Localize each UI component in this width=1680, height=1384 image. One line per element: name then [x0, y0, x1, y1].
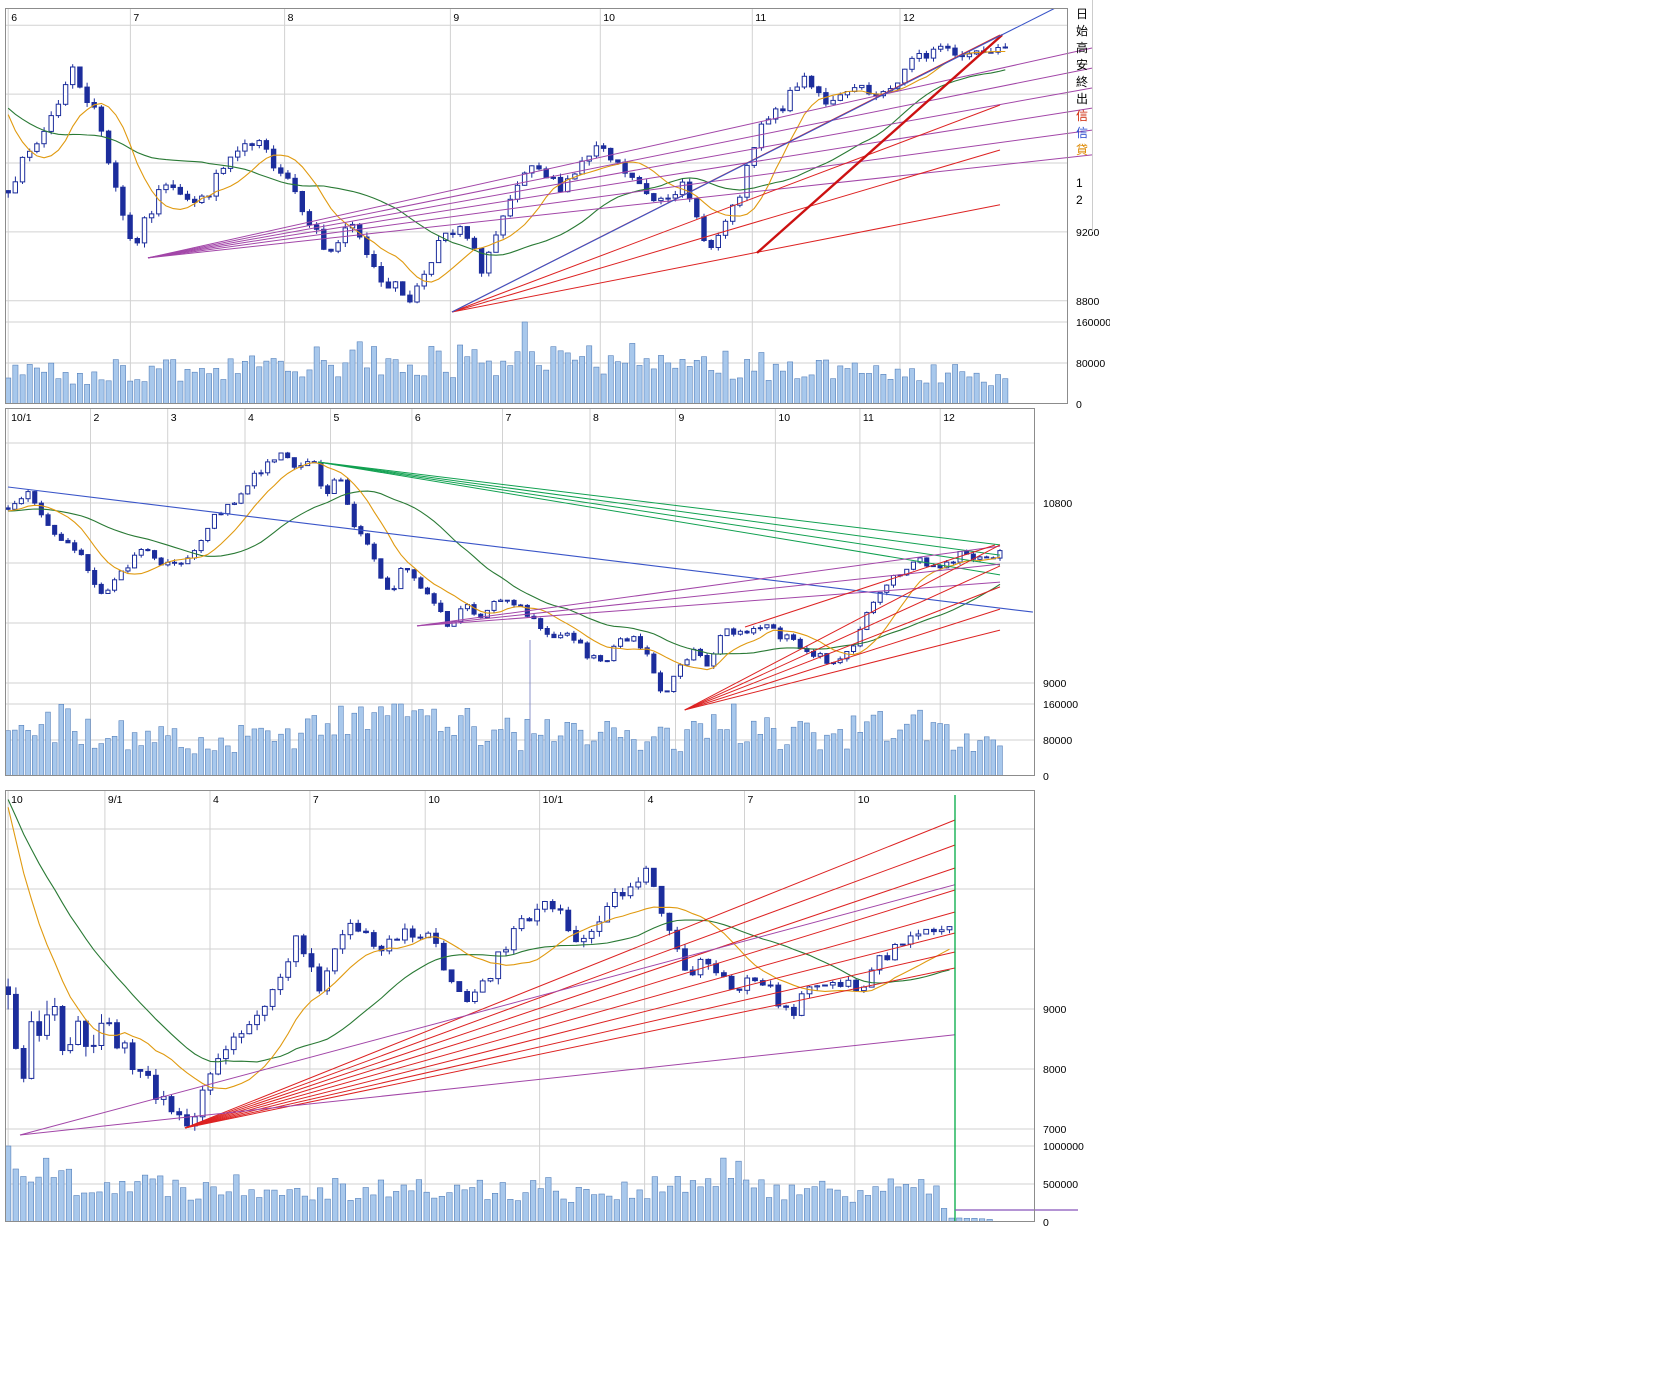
svg-text:10: 10 — [603, 12, 615, 24]
svg-text:8000: 8000 — [1043, 1064, 1067, 1076]
svg-text:2: 2 — [94, 412, 100, 424]
trendlines-layer — [19, 795, 1078, 1222]
svg-text:9/1: 9/1 — [108, 794, 123, 806]
legend-item: 終 — [1076, 75, 1089, 89]
legend-item: 2 — [1076, 193, 1083, 207]
panel-border — [5, 790, 1035, 1222]
svg-text:0: 0 — [1043, 1217, 1049, 1229]
svg-text:6: 6 — [11, 12, 17, 24]
chart-panel-daily[interactable]: 6 7 8 9 10 11 12 9200 8800 160000 80000 0 — [5, 0, 1111, 417]
svg-text:4: 4 — [248, 412, 254, 424]
ma-short-line — [8, 461, 1001, 671]
svg-text:500000: 500000 — [1043, 1179, 1078, 1191]
svg-text:12: 12 — [943, 412, 955, 424]
svg-text:7: 7 — [313, 794, 319, 806]
svg-text:7: 7 — [133, 12, 139, 24]
window-edge-divider — [1092, 0, 1093, 232]
svg-text:9000: 9000 — [1043, 1004, 1067, 1016]
svg-text:10: 10 — [11, 794, 23, 806]
svg-text:8800: 8800 — [1076, 296, 1100, 308]
svg-text:6: 6 — [415, 412, 421, 424]
trendlines-layer — [147, 0, 1093, 313]
legend-item: 日 — [1076, 7, 1089, 21]
legend-item: 信 — [1076, 126, 1089, 140]
volume-layer — [5, 1145, 993, 1222]
volume-layer — [5, 321, 1009, 404]
panel-border — [5, 8, 1068, 404]
svg-text:4: 4 — [213, 794, 219, 806]
grid-layer — [5, 790, 1035, 1222]
svg-text:9: 9 — [679, 412, 685, 424]
chart-panel-yearly[interactable]: 10/1 2 3 4 5 6 7 8 9 10 11 12 10800 9000 160000 80000 0 — [5, 408, 1110, 789]
svg-text:8: 8 — [593, 412, 599, 424]
legend-item: 始 — [1076, 24, 1089, 38]
ma-short-line — [7, 807, 950, 1090]
svg-text:80000: 80000 — [1076, 358, 1105, 370]
svg-text:9: 9 — [453, 12, 459, 24]
svg-text:11: 11 — [755, 12, 766, 24]
svg-text:0: 0 — [1076, 399, 1082, 411]
candles-layer — [5, 865, 953, 1131]
grid-layer — [5, 8, 1068, 404]
svg-text:9000: 9000 — [1043, 678, 1067, 690]
trendlines-layer — [7, 461, 1033, 776]
weekly-chart-long-term-svg: 10 9/1 4 7 10 10/1 4 7 10 9000 8000 7000 1000000 5000… — [5, 790, 1084, 1229]
svg-text:9200: 9200 — [1076, 227, 1100, 239]
svg-text:80000: 80000 — [1043, 735, 1072, 747]
candles-layer — [5, 43, 1008, 304]
legend-item: 貸 — [1076, 143, 1089, 157]
svg-text:10: 10 — [778, 412, 790, 424]
svg-text:160000: 160000 — [1043, 699, 1078, 711]
candles-layer — [5, 451, 1003, 694]
svg-text:10800: 10800 — [1043, 498, 1072, 510]
legend-item: 高 — [1076, 41, 1089, 55]
svg-text:4: 4 — [648, 794, 654, 806]
legend-item: 信 — [1076, 109, 1089, 123]
svg-text:3: 3 — [171, 412, 177, 424]
legend-item: 安 — [1076, 58, 1089, 72]
panel-border — [5, 408, 1035, 776]
svg-text:10: 10 — [858, 794, 870, 806]
svg-text:10/1: 10/1 — [543, 794, 564, 806]
svg-text:1000000: 1000000 — [1043, 1141, 1084, 1153]
chart-panel-weekly[interactable]: 10 9/1 4 7 10 10/1 4 7 10 9000 8000 7000 1000000 5000… — [5, 790, 1110, 1239]
legend-item: 1 — [1076, 176, 1083, 190]
ma-long-line — [8, 490, 1001, 655]
svg-text:7: 7 — [506, 412, 512, 424]
svg-text:11: 11 — [863, 412, 874, 424]
svg-text:10: 10 — [428, 794, 440, 806]
axis-labels: 10 9/1 4 7 10 10/1 4 7 10 9000 8000 7000 1000000 5000… — [11, 794, 1084, 1229]
ma-long-line — [7, 69, 1006, 256]
svg-text:12: 12 — [903, 12, 915, 24]
svg-text:0: 0 — [1043, 771, 1049, 783]
svg-text:7000: 7000 — [1043, 1124, 1067, 1136]
legend-gap — [1076, 159, 1092, 175]
ma-long-line — [7, 799, 950, 1063]
axis-labels: 10/1 2 3 4 5 6 7 8 9 10 11 12 10800 9000 160000 80000 0 — [11, 412, 1078, 783]
volume-layer — [5, 703, 1003, 776]
svg-text:7: 7 — [748, 794, 754, 806]
svg-text:8: 8 — [288, 12, 294, 24]
legend-item: 出 — [1076, 92, 1089, 106]
svg-text:160000: 160000 — [1076, 317, 1110, 329]
svg-text:5: 5 — [334, 412, 340, 424]
daily-chart-full-year-svg: 10/1 2 3 4 5 6 7 8 9 10 11 12 10800 9000 160000 80000 0 — [5, 408, 1078, 783]
svg-text:10/1: 10/1 — [11, 412, 32, 424]
ma-short-line — [7, 50, 1006, 283]
